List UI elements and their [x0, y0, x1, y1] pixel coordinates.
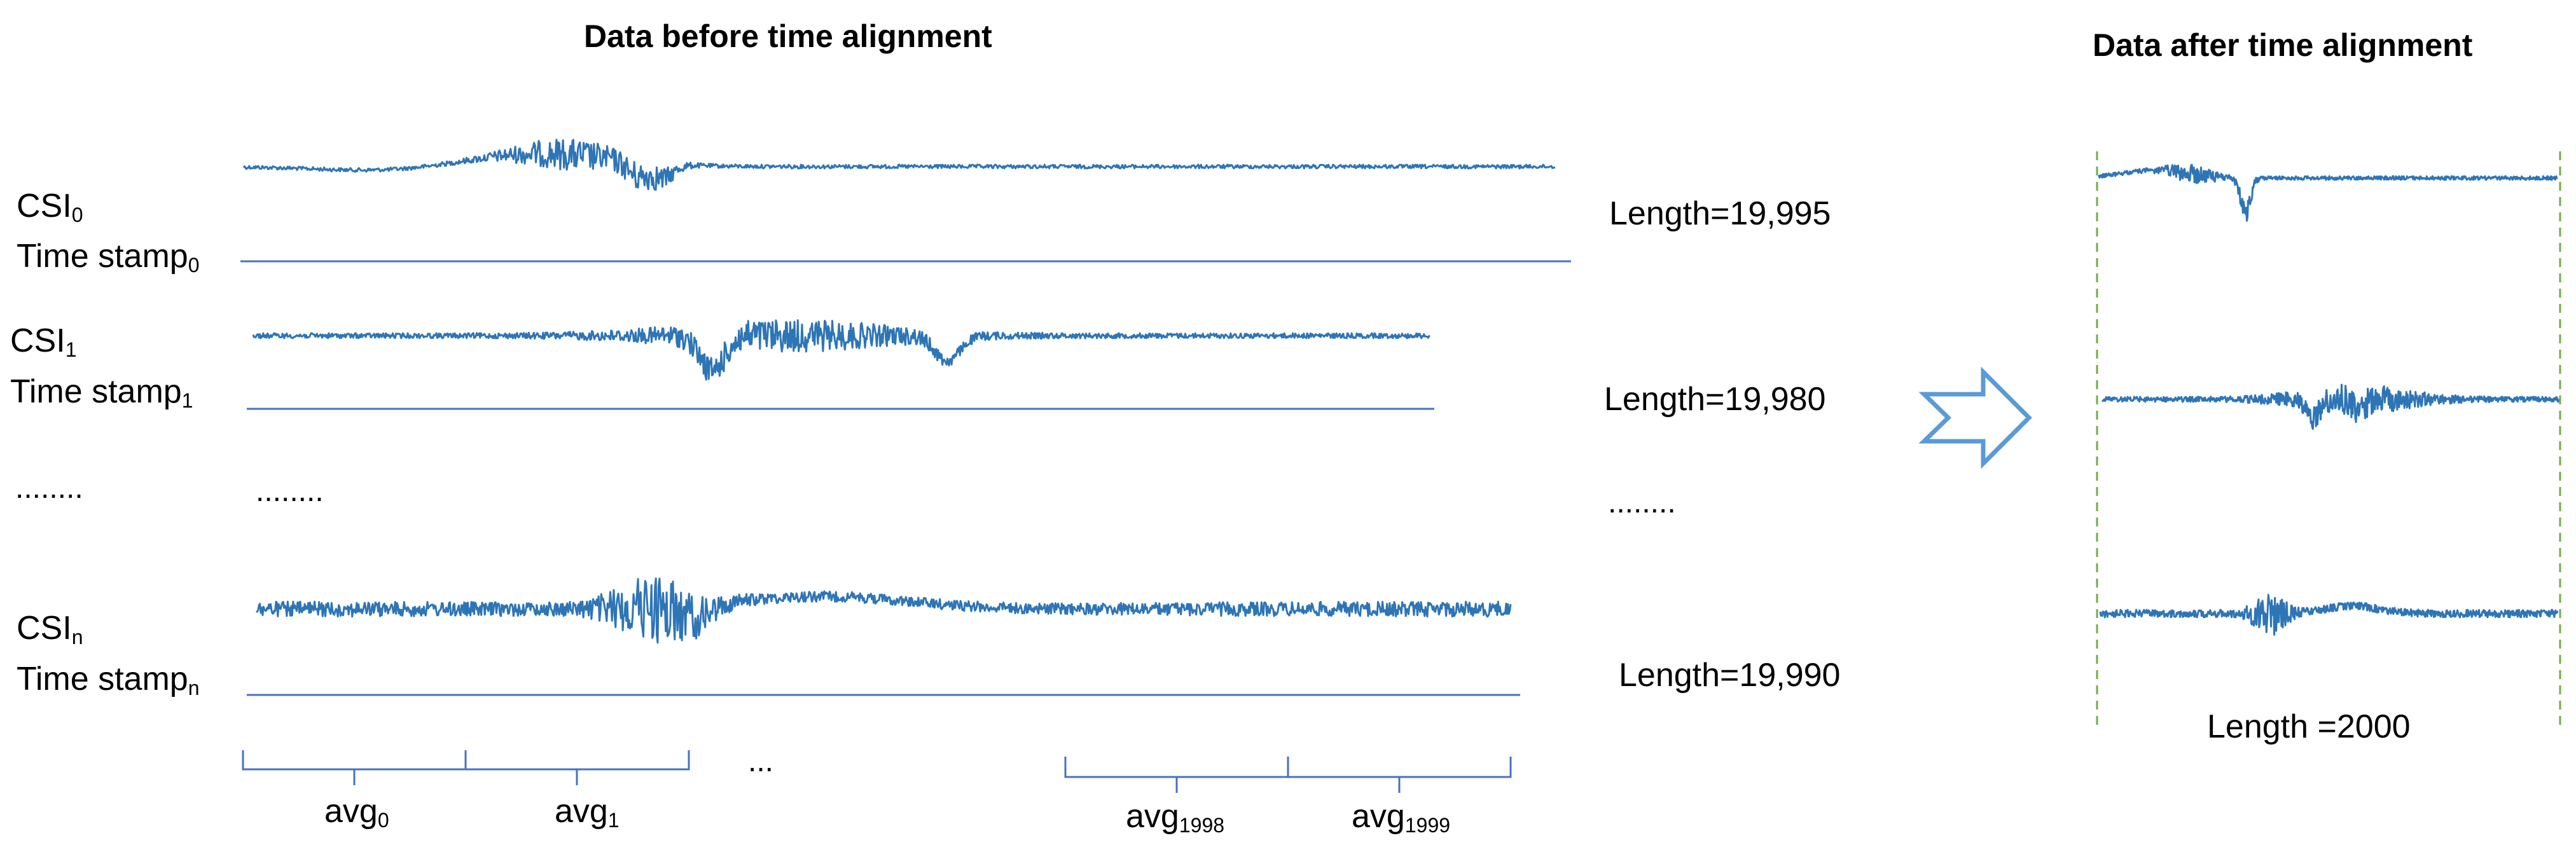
csi-0-label: CSI0: [17, 188, 83, 226]
ellipsis-length: ........: [1608, 486, 1676, 519]
right-arrow-outline-icon: [1918, 366, 2032, 469]
csi-1-label: CSI1: [10, 322, 77, 361]
length-after: Length =2000: [2207, 708, 2411, 745]
title-after: Data after time alignment: [2093, 27, 2473, 63]
ellipsis-left: ........: [15, 471, 83, 505]
title-before: Data before time alignment: [584, 18, 992, 54]
ellipsis-brackets: ...: [748, 745, 774, 778]
csi-0-aligned-trace: [2098, 163, 2558, 222]
baselines-layer: [240, 260, 1571, 696]
bracket-avg-0: [242, 750, 467, 785]
timestamp-1-label: Time stamp1: [10, 373, 193, 412]
timestamp-n-label: Time stampn: [17, 661, 200, 699]
ellipsis-middle: ........: [256, 474, 324, 508]
timestamp-0-label: Time stamp0: [17, 238, 200, 277]
signals-layer: [242, 139, 2561, 644]
length-1: Length=19,980: [1604, 381, 1826, 418]
brackets-layer: [242, 750, 1512, 793]
csi-n-trace: [256, 577, 1512, 644]
csi-n-aligned-trace: [2099, 594, 2559, 636]
alignment-dividers: [2096, 151, 2561, 731]
avg-0-label: avg0: [324, 793, 389, 832]
csi-1-aligned-trace: [2101, 383, 2561, 430]
avg-1999-label: avg1999: [1352, 798, 1451, 837]
avg-1-label: avg1: [555, 793, 620, 832]
bracket-avg-1998: [1064, 757, 1289, 793]
csi-0-trace: [242, 139, 1556, 191]
bracket-avg-1: [464, 750, 690, 785]
length-0: Length=19,995: [1609, 195, 1831, 232]
avg-1998-label: avg1998: [1126, 798, 1225, 837]
bracket-avg-1999: [1287, 757, 1512, 793]
length-n: Length=19,990: [1619, 657, 1841, 694]
csi-1-trace: [252, 319, 1430, 381]
csi-n-label: CSIn: [17, 610, 83, 649]
